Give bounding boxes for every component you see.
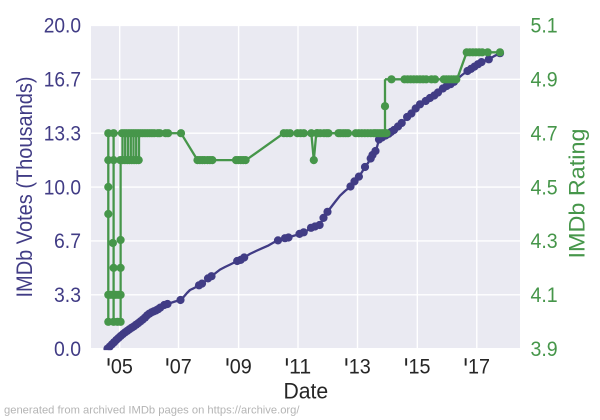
svg-text:4.1: 4.1 <box>531 284 558 307</box>
svg-text:0.0: 0.0 <box>54 338 81 361</box>
svg-text:IMDb Votes (Thousands): IMDb Votes (Thousands) <box>12 77 37 298</box>
svg-text:3.3: 3.3 <box>54 284 81 307</box>
svg-text:4.9: 4.9 <box>531 69 558 92</box>
svg-text:6.7: 6.7 <box>54 230 81 253</box>
svg-text:10.0: 10.0 <box>44 176 81 199</box>
svg-text:09: 09 <box>230 355 252 378</box>
svg-text:Date: Date <box>283 378 328 403</box>
svg-text:15: 15 <box>409 355 431 378</box>
svg-text:4.3: 4.3 <box>531 230 558 253</box>
svg-text:17: 17 <box>468 355 490 378</box>
svg-text:IMDb Rating: IMDb Rating <box>565 129 590 259</box>
svg-text:16.7: 16.7 <box>44 69 81 92</box>
svg-text:4.5: 4.5 <box>531 176 558 199</box>
svg-text:4.7: 4.7 <box>531 123 558 146</box>
svg-text:05: 05 <box>111 355 133 378</box>
svg-text:11: 11 <box>289 355 311 378</box>
svg-text:13: 13 <box>349 355 371 378</box>
svg-text:5.1: 5.1 <box>531 15 558 38</box>
svg-text:3.9: 3.9 <box>531 338 558 361</box>
svg-text:20.0: 20.0 <box>44 15 81 38</box>
svg-text:07: 07 <box>170 355 192 378</box>
svg-text:generated from archived IMDb p: generated from archived IMDb pages on ht… <box>4 405 300 417</box>
svg-text:13.3: 13.3 <box>44 123 81 146</box>
